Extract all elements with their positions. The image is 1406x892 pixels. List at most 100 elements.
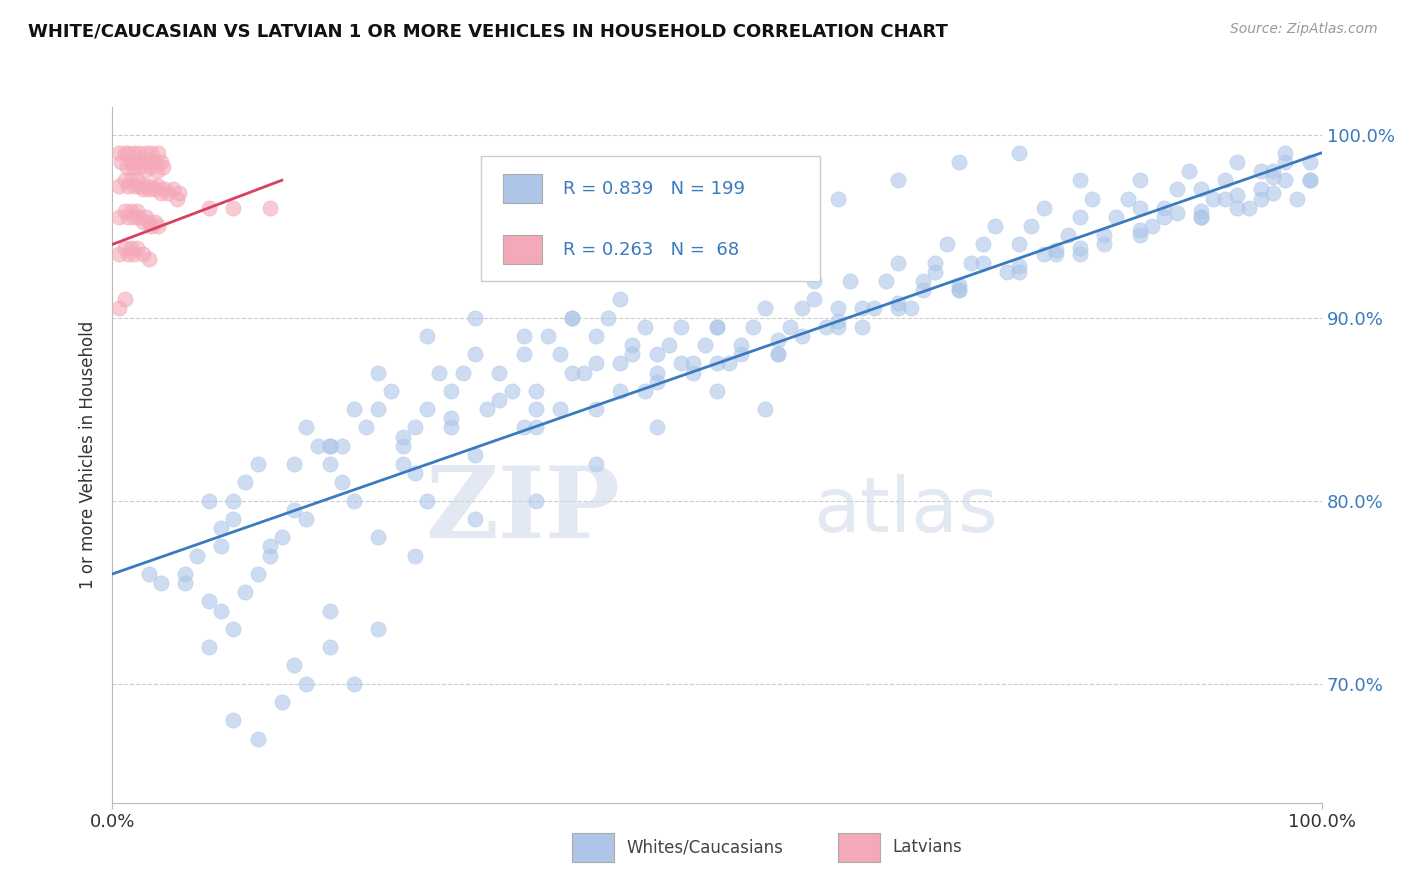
Point [1298, 155, 1320, 169]
Point [827, 314, 849, 328]
Point [122, 145, 145, 160]
Point [319, 457, 342, 471]
Point [718, 356, 741, 370]
Point [1189, 210, 1212, 224]
Point [960, 255, 983, 269]
Point [464, 310, 486, 325]
Point [152, 161, 174, 175]
Point [633, 319, 655, 334]
Point [307, 439, 329, 453]
Point [157, 186, 180, 200]
Point [851, 301, 873, 316]
Point [120, 155, 142, 169]
Point [754, 301, 776, 316]
Point [1116, 192, 1139, 206]
Point [319, 439, 342, 453]
Point [900, 301, 922, 316]
Point [766, 333, 789, 347]
Point [153, 182, 176, 196]
Point [706, 384, 728, 398]
Point [1069, 241, 1091, 255]
Point [524, 493, 547, 508]
Point [343, 677, 366, 691]
Point [572, 366, 595, 380]
Point [283, 457, 305, 471]
Point [609, 293, 631, 307]
Point [658, 338, 681, 352]
Point [1069, 246, 1091, 260]
Point [135, 210, 157, 224]
Point [295, 420, 318, 434]
Point [125, 241, 148, 255]
Point [1213, 192, 1236, 206]
Point [814, 319, 837, 334]
Point [122, 210, 145, 224]
Point [827, 192, 849, 206]
Point [1189, 210, 1212, 224]
Point [766, 347, 789, 361]
FancyBboxPatch shape [503, 235, 541, 263]
FancyBboxPatch shape [572, 833, 614, 862]
Point [416, 402, 439, 417]
FancyBboxPatch shape [503, 174, 541, 203]
Point [143, 155, 166, 169]
Point [561, 310, 583, 325]
Point [1274, 155, 1296, 169]
Point [1032, 246, 1054, 260]
Point [120, 173, 142, 187]
Point [1008, 260, 1031, 274]
Point [464, 512, 486, 526]
Point [1250, 182, 1272, 196]
Point [621, 347, 644, 361]
Point [1250, 192, 1272, 206]
Point [1032, 201, 1054, 215]
Point [585, 356, 607, 370]
Point [524, 420, 547, 434]
Point [132, 155, 155, 169]
Point [117, 246, 139, 260]
Point [138, 566, 160, 581]
Point [827, 301, 849, 316]
Point [440, 411, 463, 425]
Point [404, 549, 426, 563]
Point [198, 201, 221, 215]
Point [141, 178, 163, 193]
Point [246, 566, 269, 581]
Point [598, 310, 620, 325]
Point [839, 274, 862, 288]
Point [621, 338, 644, 352]
Point [948, 277, 970, 292]
Point [1263, 164, 1285, 178]
Point [585, 457, 607, 471]
Point [380, 384, 402, 398]
Point [120, 204, 142, 219]
Point [117, 210, 139, 224]
Point [259, 201, 281, 215]
Point [669, 356, 692, 370]
Point [367, 366, 389, 380]
Point [972, 255, 994, 269]
Point [391, 429, 413, 443]
Point [863, 301, 886, 316]
Point [138, 215, 160, 229]
Point [1202, 192, 1225, 206]
Point [706, 356, 728, 370]
Point [1129, 173, 1152, 187]
Point [166, 192, 188, 206]
Point [524, 384, 547, 398]
Point [128, 178, 150, 193]
Point [790, 329, 813, 343]
Point [319, 439, 342, 453]
Point [404, 420, 426, 434]
Point [295, 677, 318, 691]
Point [887, 301, 910, 316]
Point [143, 215, 166, 229]
Point [141, 145, 163, 160]
Point [125, 173, 148, 187]
Point [114, 173, 136, 187]
Point [1105, 210, 1128, 224]
Point [1226, 201, 1249, 215]
Point [198, 493, 221, 508]
Point [561, 366, 583, 380]
Point [107, 178, 129, 193]
